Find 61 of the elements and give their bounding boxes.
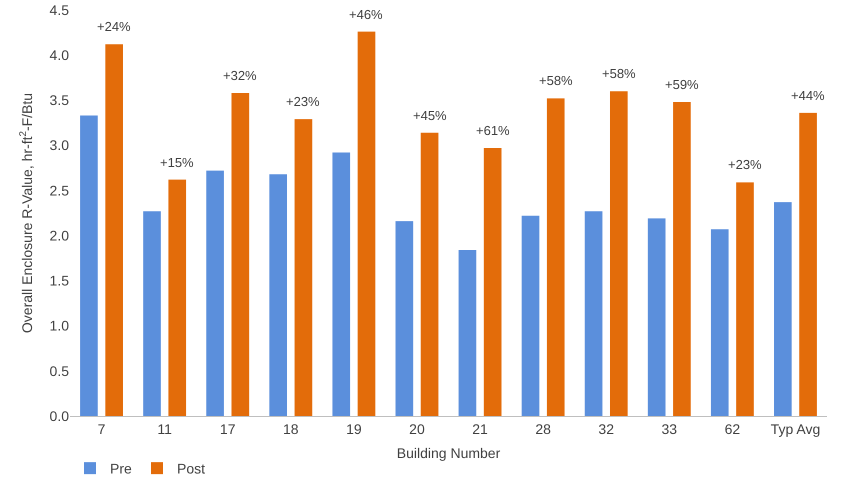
bar [546,98,565,416]
x-tick-label: 11 [157,420,172,437]
y-tick-label: 4.5 [50,2,70,18]
annotation: +44% [791,88,826,103]
bar [294,119,312,416]
y-tick-label: 2.0 [50,227,70,244]
legend-label: Pre [110,460,132,477]
bar [269,174,288,416]
x-tick-label: 33 [662,420,678,437]
x-tick-label: 28 [535,420,552,437]
bar [358,32,376,416]
annotation: +59% [665,77,700,92]
y-tick-label: 2.5 [50,182,70,198]
x-tick-label: 32 [598,420,614,437]
bar [332,152,350,416]
annotation: +61% [476,123,510,138]
bar [458,250,476,416]
y-tick-label: 3.0 [50,137,70,154]
annotation: +58% [602,66,636,81]
bar [420,132,438,416]
bar [143,211,161,416]
bar [105,44,123,416]
bar [673,102,691,416]
bar [484,148,502,416]
y-tick-label: 4.0 [50,47,70,64]
bar [231,93,250,416]
bar [774,202,792,416]
annotation: +32% [223,68,258,83]
bar [396,221,414,416]
bar [736,182,754,416]
annotation: +15% [160,155,194,170]
x-axis-title: Building Number [396,445,501,462]
bar [799,112,817,416]
y-tick-label: 3.5 [50,92,70,108]
x-tick-label: 20 [409,420,425,437]
x-tick-label: 62 [724,420,740,437]
y-tick-label: 0.0 [50,408,70,424]
x-tick-label: 7 [98,420,106,437]
bar [522,216,540,416]
bar [710,229,729,416]
x-tick-label: 18 [283,420,299,437]
x-tick-label: Typ Avg [770,420,820,437]
annotation: +23% [728,157,762,172]
annotation: +24% [97,19,132,34]
bar [648,218,666,416]
bar [168,180,186,416]
legend-label: Post [177,460,206,477]
bar [206,170,224,416]
bar [610,91,628,416]
annotation: +58% [539,73,574,88]
y-tick-label: 1.0 [50,318,70,334]
x-tick-label: 19 [346,420,362,437]
y-tick-label: 0.5 [50,362,70,379]
annotation: +23% [286,94,320,109]
bar [584,211,602,416]
x-tick-label: 17 [220,420,236,437]
annotation: +46% [349,7,384,22]
x-tick-label: 21 [472,420,488,437]
bar [80,116,98,416]
y-tick-label: 1.5 [50,272,70,289]
annotation: +45% [413,108,448,123]
